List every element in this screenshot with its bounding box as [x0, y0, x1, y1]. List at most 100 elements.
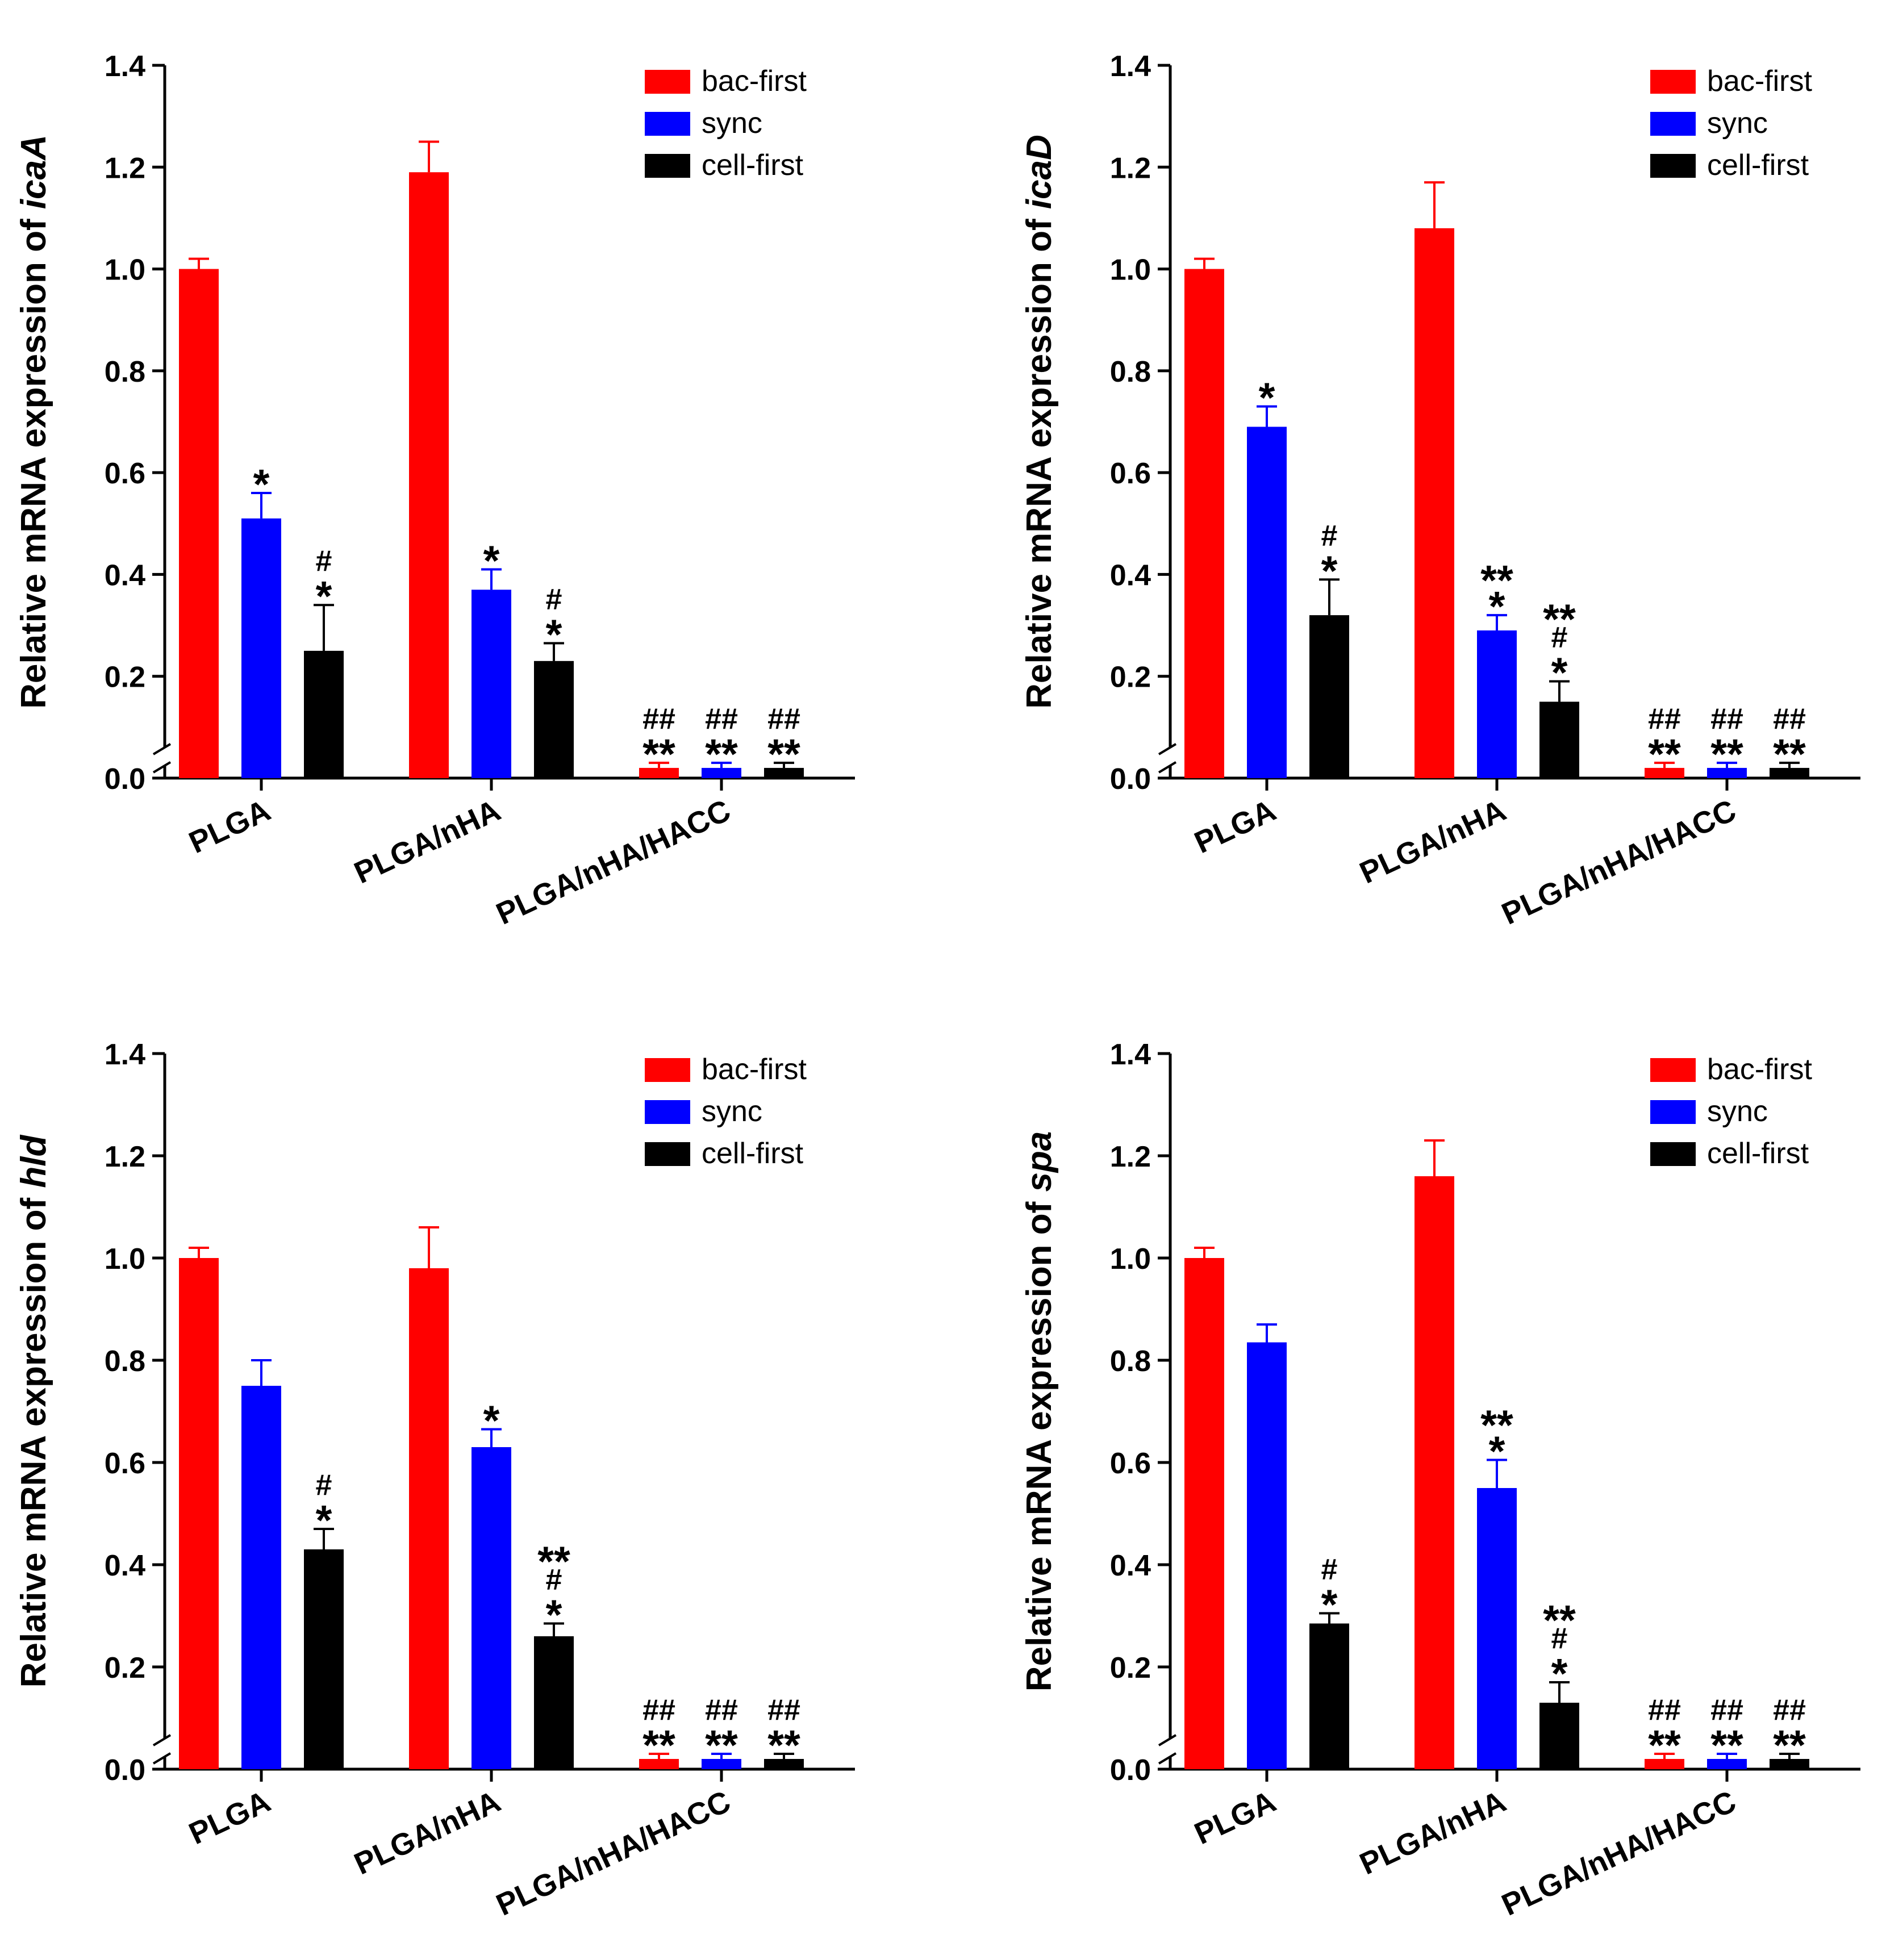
legend-swatch — [1650, 154, 1696, 178]
significance-mark: # — [316, 545, 332, 578]
significance-mark: ** — [1648, 1721, 1681, 1769]
significance-mark: * — [1551, 649, 1568, 696]
significance-mark: ** — [642, 730, 675, 778]
legend-swatch — [1650, 70, 1696, 94]
significance-mark: ** — [767, 1721, 800, 1769]
significance-mark: * — [546, 611, 562, 658]
bar — [702, 1759, 741, 1769]
x-category-label: PLGA/nHA/HACC — [491, 793, 736, 931]
significance-mark: ** — [537, 1538, 570, 1585]
axis-break-mark — [152, 743, 172, 755]
bar — [1477, 1488, 1517, 1769]
significance-mark: ## — [1773, 703, 1806, 735]
y-tick-label: 1.4 — [1110, 50, 1151, 83]
significance-mark: ## — [1648, 703, 1681, 735]
y-tick-label: 0.4 — [105, 1549, 145, 1582]
chart-panel-c: Relative mRNA expression of hld 0.0 0.2 0.4… — [14, 1038, 855, 1923]
x-category-label: PLGA — [184, 1784, 276, 1851]
bar — [1539, 1703, 1579, 1769]
legend-swatch — [645, 70, 690, 94]
significance-mark: * — [316, 572, 332, 620]
x-category-label: PLGA/nHA/HACC — [491, 1784, 736, 1922]
significance-mark: # — [1321, 1553, 1338, 1586]
y-tick-label: 0.4 — [1110, 1549, 1151, 1582]
x-category-label: PLGA/nHA — [1355, 793, 1511, 890]
bar — [409, 172, 449, 778]
legend-swatch — [645, 1142, 690, 1166]
x-category-label: PLGA/nHA — [349, 793, 506, 890]
x-category-label: PLGA/nHA — [1355, 1784, 1511, 1881]
bar — [241, 1386, 281, 1769]
significance-mark: ## — [1710, 703, 1743, 735]
x-category-label: PLGA/nHA/HACC — [1497, 1784, 1741, 1922]
y-tick-label: 1.4 — [1110, 1038, 1151, 1071]
bar — [1707, 1759, 1747, 1769]
significance-mark: * — [316, 1497, 332, 1544]
bar — [472, 590, 511, 778]
bar — [179, 1258, 219, 1769]
axis-break-mark — [1158, 761, 1177, 774]
significance-mark: ** — [705, 1721, 738, 1769]
significance-mark: ** — [1648, 730, 1681, 778]
significance-mark: ## — [767, 703, 800, 735]
legend-label: sync — [1707, 1095, 1768, 1128]
y-axis-label-prefix: Relative mRNA expression of — [14, 1188, 53, 1688]
y-tick-label: 0.4 — [105, 559, 145, 592]
significance-mark: ## — [705, 1694, 738, 1727]
bar — [639, 1759, 679, 1769]
legend-label: bac-first — [1707, 1053, 1812, 1086]
bar — [1247, 427, 1287, 778]
legend-label: bac-first — [1707, 65, 1812, 98]
significance-mark: # — [316, 1469, 332, 1502]
y-tick-label: 1.2 — [1110, 1140, 1151, 1173]
y-axis-label-gene: icaA — [14, 135, 53, 209]
y-tick-label: 0.2 — [105, 661, 145, 694]
legend-label: sync — [702, 1095, 762, 1128]
significance-mark: * — [1489, 583, 1505, 630]
significance-mark: # — [1321, 519, 1338, 552]
y-tick-label: 0.0 — [1110, 1754, 1151, 1787]
y-tick-label: 0.0 — [105, 1754, 145, 1787]
bar — [1770, 768, 1809, 778]
significance-mark: ** — [1480, 1402, 1513, 1449]
significance-mark: ## — [705, 703, 738, 735]
bar — [1415, 228, 1454, 778]
y-tick-label: 0.6 — [105, 457, 145, 490]
y-tick-label: 0.8 — [1110, 356, 1151, 388]
bar — [1539, 701, 1579, 778]
y-axis-label: Relative mRNA expression of spa — [1020, 1131, 1059, 1692]
significance-mark: # — [546, 1564, 562, 1597]
y-axis-label-prefix: Relative mRNA expression of — [14, 209, 53, 709]
legend-swatch — [1650, 112, 1696, 136]
legend-label: cell-first — [702, 1137, 804, 1170]
significance-mark: ** — [1543, 1597, 1576, 1644]
y-axis-label-gene: spa — [1020, 1131, 1059, 1192]
y-tick-label: 0.0 — [105, 763, 145, 796]
significance-mark: ** — [705, 730, 738, 778]
x-category-label: PLGA/nHA — [349, 1784, 506, 1881]
legend-swatch — [645, 154, 690, 178]
significance-mark: ## — [767, 1694, 800, 1727]
significance-mark: * — [1321, 1581, 1338, 1628]
significance-mark: ** — [642, 1721, 675, 1769]
y-tick-label: 0.6 — [1110, 1447, 1151, 1480]
bar — [472, 1447, 511, 1769]
y-tick-label: 0.8 — [1110, 1345, 1151, 1378]
axis-break-mark — [152, 1734, 172, 1746]
significance-mark: * — [1321, 547, 1338, 594]
bar — [304, 650, 344, 778]
bar — [1707, 768, 1747, 778]
y-tick-label: 1.0 — [1110, 1243, 1151, 1276]
chart-panel-a: Relative mRNA expression of icaA 0.0 0.2 0.… — [14, 50, 855, 931]
legend-label: cell-first — [702, 149, 804, 182]
y-axis-label-gene: hld — [14, 1135, 53, 1188]
y-tick-label: 0.4 — [1110, 559, 1151, 592]
bar — [1645, 1759, 1684, 1769]
significance-mark: * — [1551, 1650, 1568, 1697]
significance-mark: * — [253, 461, 270, 508]
bar — [1309, 615, 1349, 778]
significance-mark: ** — [1773, 1721, 1806, 1769]
significance-mark: ** — [1710, 730, 1743, 778]
x-category-label: PLGA — [184, 793, 276, 860]
legend-swatch — [645, 112, 690, 136]
